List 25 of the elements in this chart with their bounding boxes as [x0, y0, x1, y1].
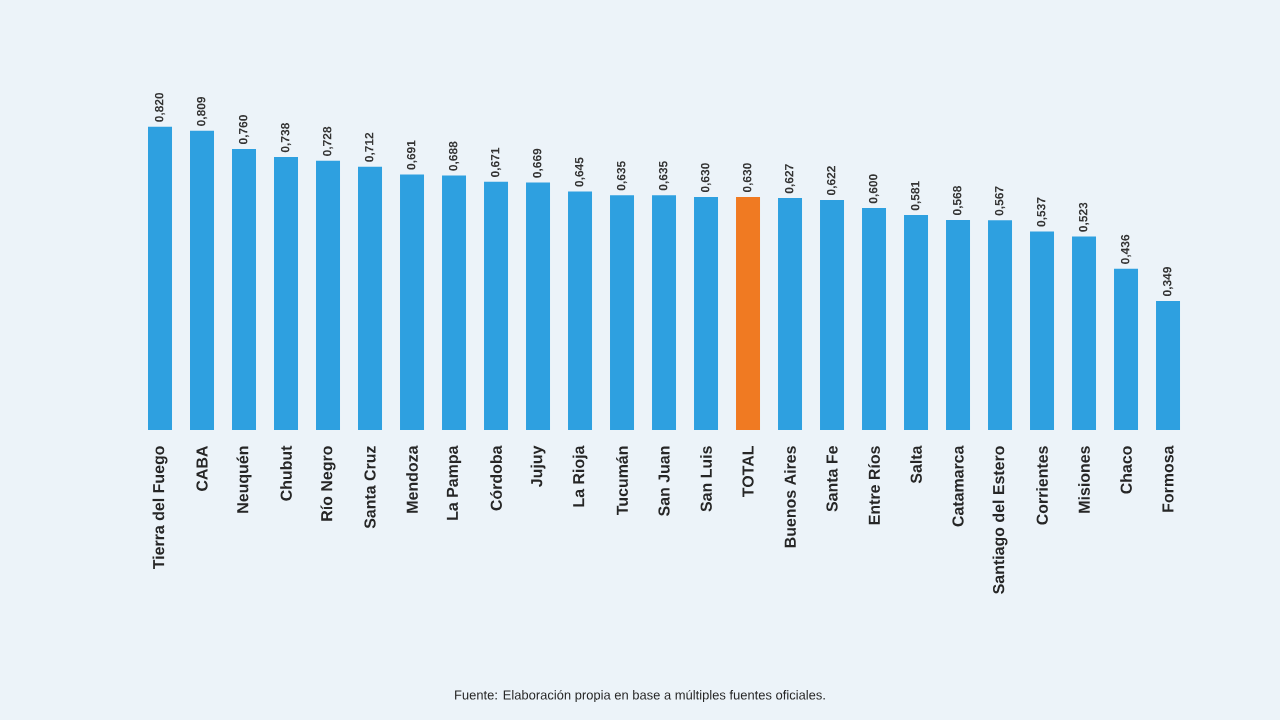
bar	[610, 195, 635, 430]
bar	[148, 126, 173, 430]
bar	[568, 191, 593, 430]
bar	[694, 196, 719, 430]
bar	[232, 148, 257, 430]
bar	[484, 181, 509, 430]
bar	[1030, 231, 1055, 430]
bar	[274, 157, 299, 430]
bar	[862, 208, 887, 430]
bar	[1156, 300, 1181, 430]
bar	[442, 175, 467, 430]
bar	[190, 130, 215, 430]
bar	[400, 174, 425, 430]
bar	[736, 196, 761, 430]
bar	[946, 219, 971, 430]
bar	[1114, 268, 1139, 430]
bar	[652, 195, 677, 430]
bar	[778, 198, 803, 430]
bar	[526, 182, 551, 430]
bar	[316, 160, 341, 430]
bar	[358, 166, 383, 430]
bar	[988, 220, 1013, 430]
bar	[1072, 236, 1097, 430]
bar	[904, 215, 929, 430]
bar	[820, 199, 845, 430]
